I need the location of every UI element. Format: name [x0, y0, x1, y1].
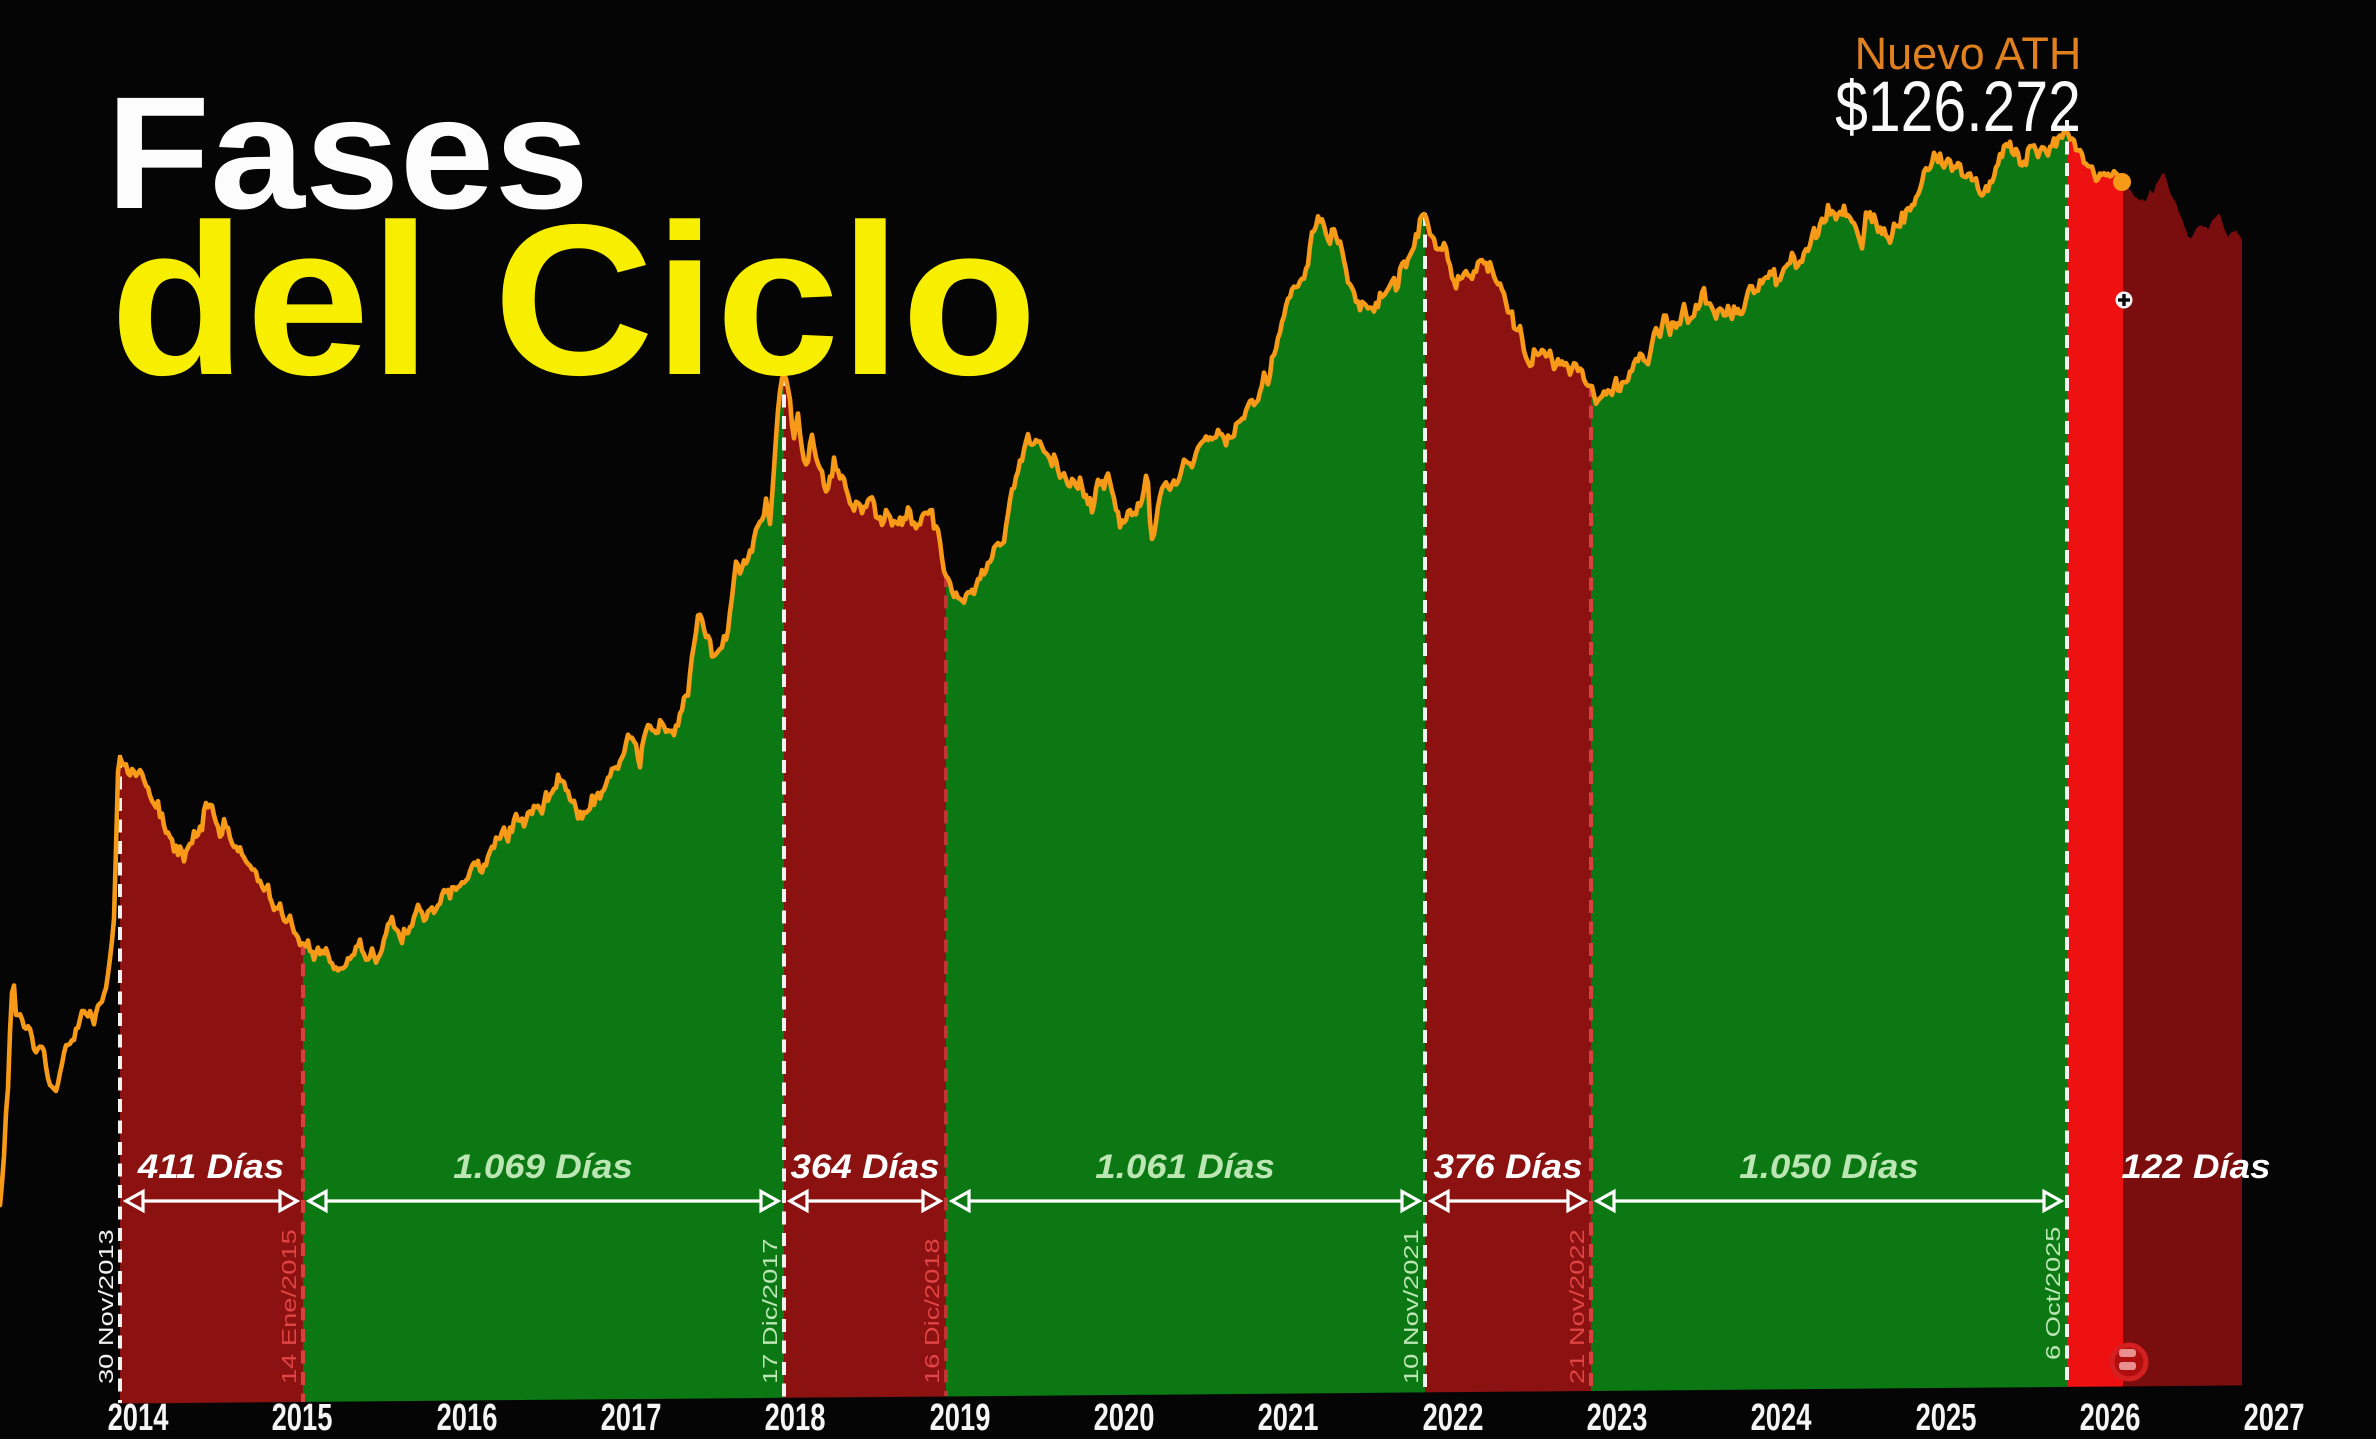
svg-text:2023: 2023	[1587, 1397, 1648, 1439]
svg-text:10 Nov/2021: 10 Nov/2021	[1400, 1229, 1423, 1384]
svg-text:del Ciclo: del Ciclo	[110, 180, 1037, 420]
svg-text:17 Dic/2017: 17 Dic/2017	[759, 1238, 782, 1384]
svg-text:1.050 Días: 1.050 Días	[1739, 1148, 1919, 1185]
svg-text:21 Nov/2022: 21 Nov/2022	[1566, 1229, 1589, 1384]
svg-text:364 Días: 364 Días	[791, 1148, 940, 1185]
svg-text:2016: 2016	[437, 1397, 498, 1439]
svg-text:1.061 Días: 1.061 Días	[1095, 1148, 1275, 1185]
svg-text:2025: 2025	[1916, 1397, 1977, 1439]
svg-text:2022: 2022	[1423, 1397, 1484, 1439]
svg-text:411 Días: 411 Días	[137, 1148, 284, 1185]
svg-text:2018: 2018	[765, 1397, 826, 1439]
svg-text:2027: 2027	[2244, 1397, 2305, 1439]
svg-text:14 Ene/2015: 14 Ene/2015	[278, 1229, 301, 1384]
svg-text:122 Días: 122 Días	[2122, 1148, 2271, 1185]
svg-text:2021: 2021	[1258, 1397, 1319, 1439]
svg-text:2026: 2026	[2080, 1397, 2141, 1439]
svg-text:Nuevo ATH: Nuevo ATH	[1855, 28, 2082, 79]
svg-text:30 Nov/2013: 30 Nov/2013	[95, 1229, 118, 1384]
svg-text:1.069 Días: 1.069 Días	[453, 1148, 633, 1185]
svg-text:6 Oct/2025: 6 Oct/2025	[2042, 1227, 2065, 1360]
svg-text:2014: 2014	[108, 1397, 169, 1439]
svg-text:2019: 2019	[930, 1397, 991, 1439]
svg-text:Fases: Fases	[106, 64, 589, 243]
svg-text:$126.272: $126.272	[1835, 67, 2081, 146]
svg-text:376 Días: 376 Días	[1434, 1148, 1583, 1185]
svg-text:2020: 2020	[1094, 1397, 1155, 1439]
svg-text:2017: 2017	[601, 1397, 662, 1439]
svg-text:2015: 2015	[272, 1397, 333, 1439]
svg-text:2024: 2024	[1751, 1397, 1812, 1439]
svg-text:16 Dic/2018: 16 Dic/2018	[921, 1238, 944, 1384]
